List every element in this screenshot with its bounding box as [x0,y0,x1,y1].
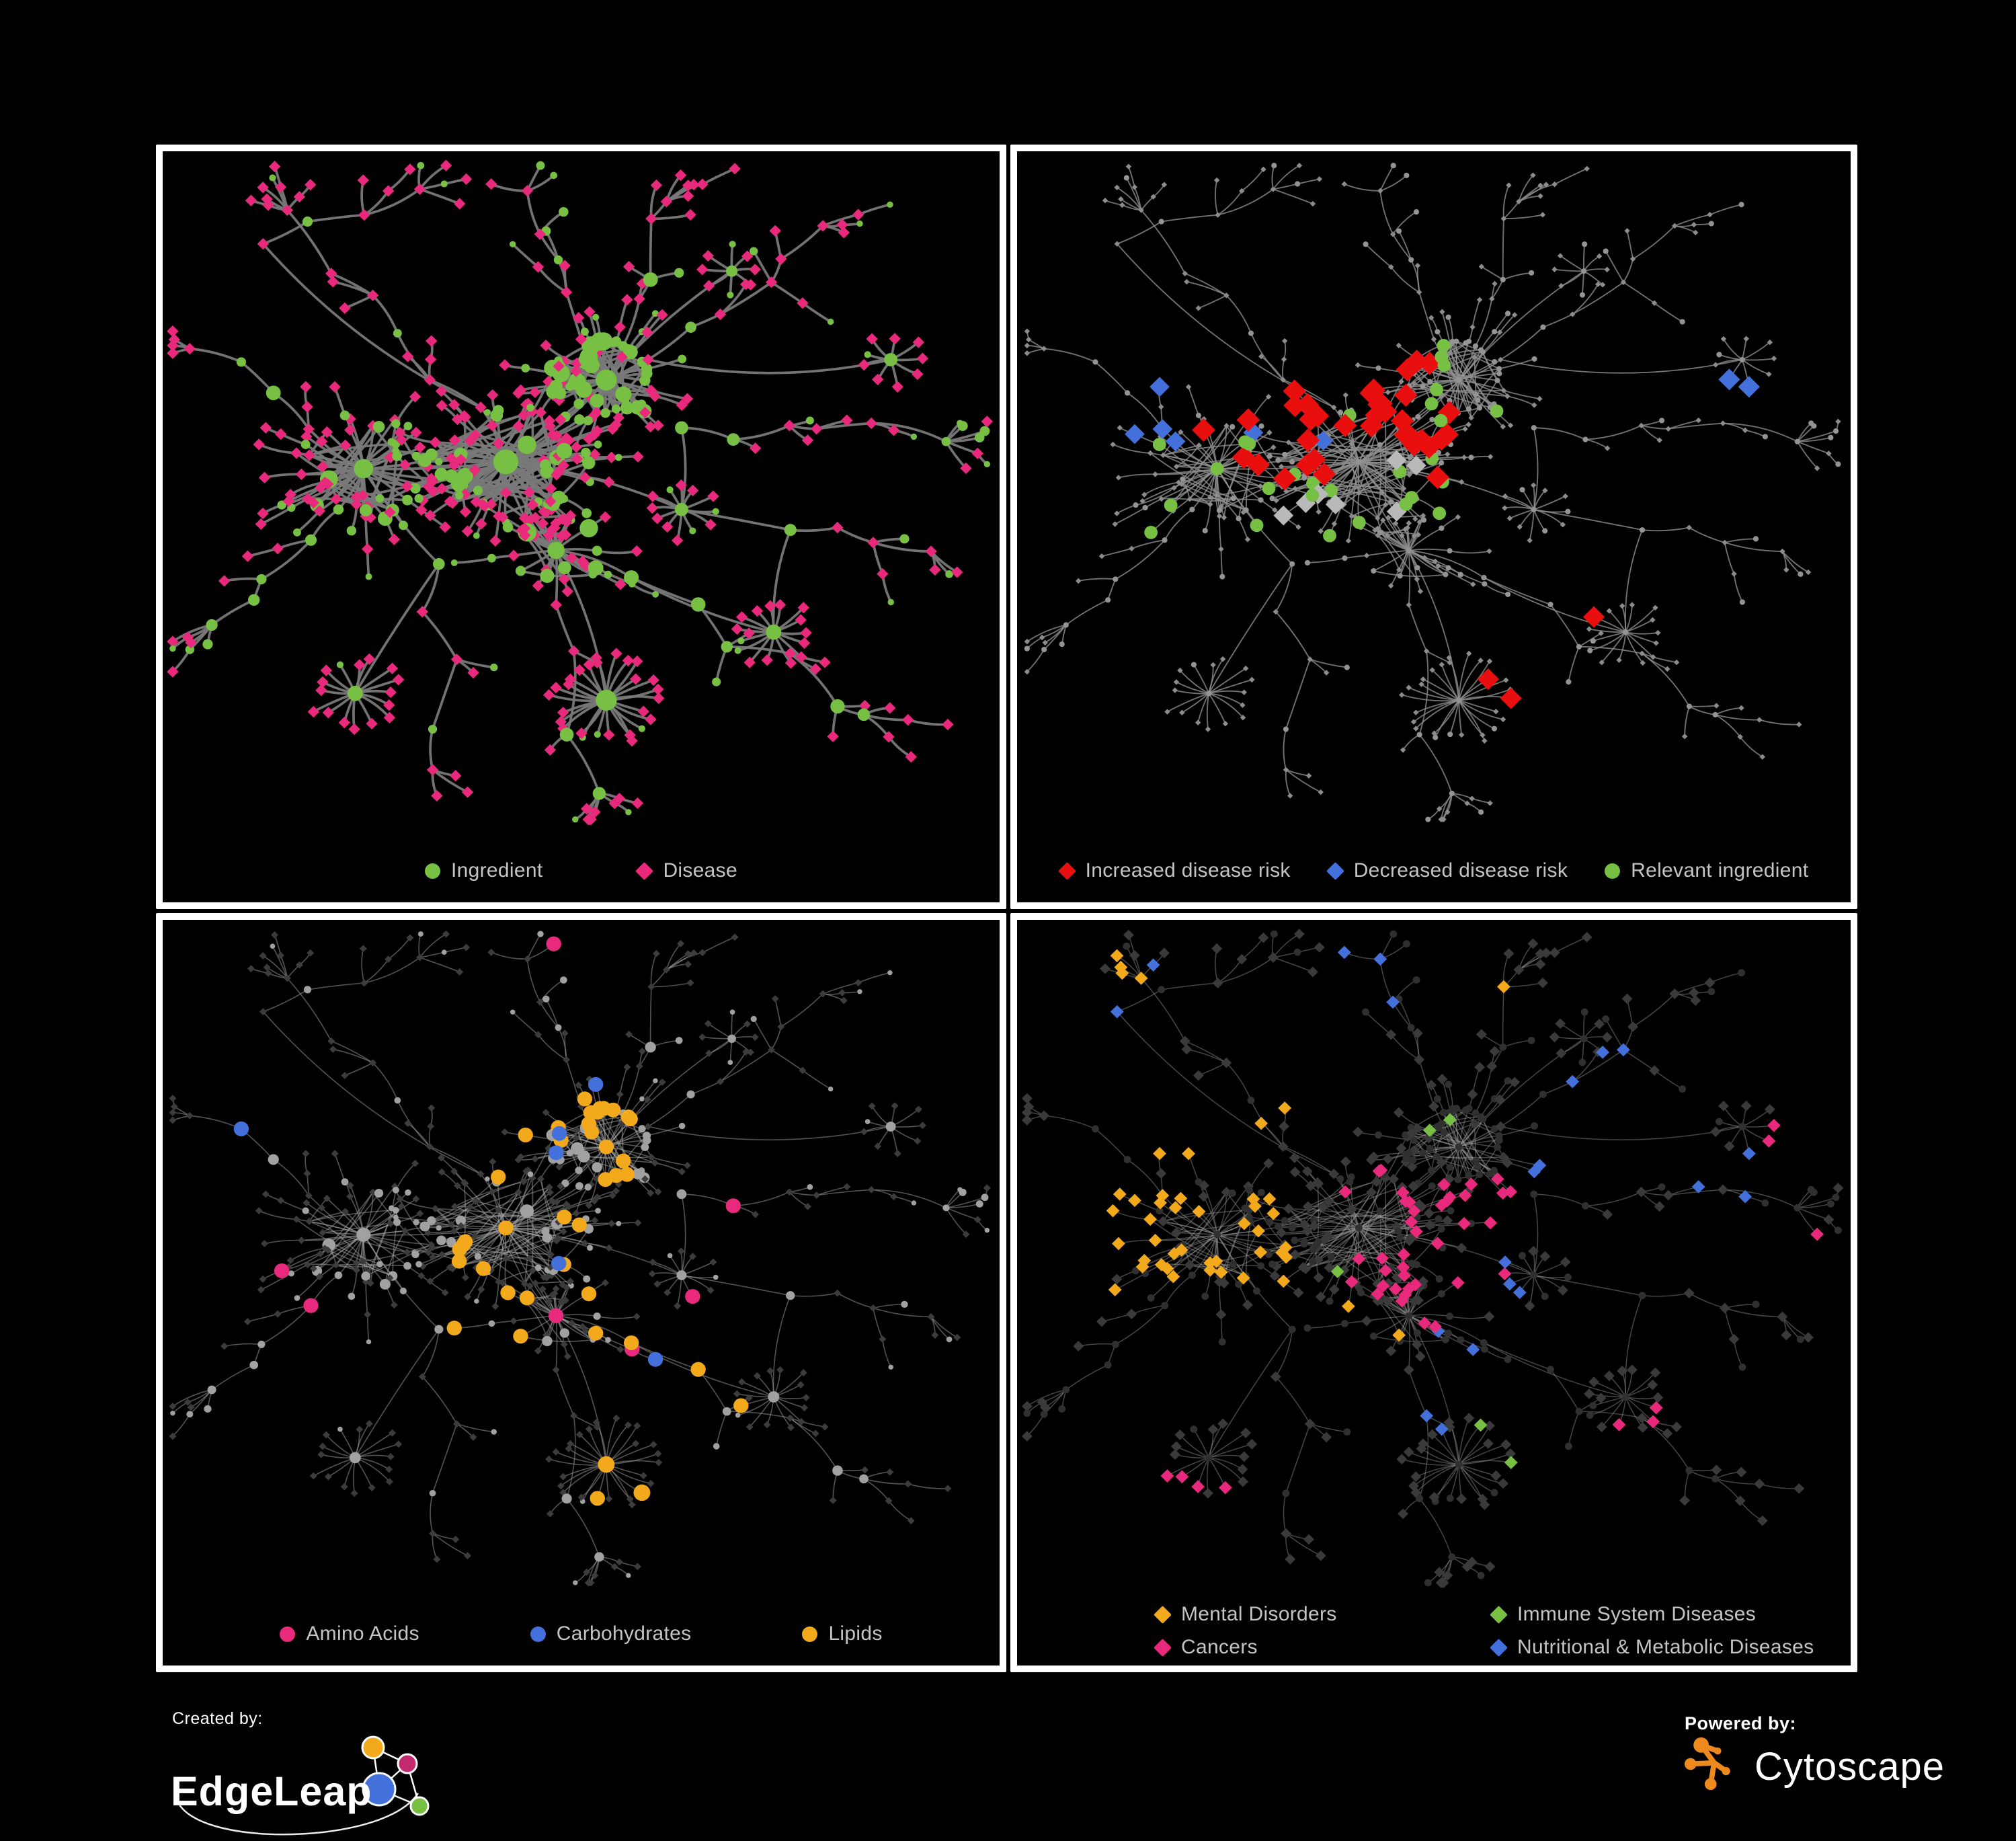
cytoscape-logo: Cytoscape [1685,1737,1945,1796]
panel-nutrient-classes: Amino Acids Carbohydrates Lipids [156,913,1006,1672]
network-canvas-disease-categories [1021,929,1844,1588]
legend-item: Relevant ingredient [1605,859,1808,882]
edgeleap-node-orange [361,1735,385,1760]
panel-grid: Ingredient Disease Increased disease risk… [156,145,1857,1672]
edgeleap-brand-text: EdgeLeap [171,1768,372,1814]
edgeleap-logo-edges [372,1746,421,1807]
cytoscape-icon-nodes [1685,1737,1730,1791]
legend-label: Ingredient [451,859,543,882]
legend-label: Relevant ingredient [1631,859,1809,882]
edgeleap-node-magenta [397,1753,418,1774]
legend-ingredient-disease: Ingredient Disease [163,859,1000,882]
legend-item: Carbohydrates [530,1622,692,1645]
network-canvas-ingredient-disease [167,159,994,826]
nodes-layer [1021,929,1844,1588]
diamond-marker [1326,861,1344,880]
circle-marker [1605,863,1621,879]
edges-layer [172,933,988,1583]
nodes-layer [167,159,994,826]
legend-label: Increased disease risk [1085,859,1291,882]
legend-item: Immune System Diseases [1490,1603,1814,1626]
legend-item: Amino Acids [280,1622,419,1645]
circle-marker [280,1626,296,1642]
legend-item: Mental Disorders [1154,1603,1491,1626]
nodes-layer [1024,162,1841,822]
network-canvas-disease-risk [1024,162,1841,822]
legend-label: Mental Disorders [1181,1603,1337,1625]
legend-disease-categories: Mental Disorders Immune System Diseases Ca… [1154,1603,1814,1659]
diamond-marker [1154,1605,1172,1624]
powered-by-label: Powered by: [1685,1713,1797,1733]
edgeleap-logo: EdgeLeap [171,1735,430,1836]
diamond-marker [1154,1638,1172,1657]
legend-label: Immune System Diseases [1517,1603,1757,1625]
diamond-marker [1057,861,1076,880]
legend-item: Lipids [802,1622,882,1645]
created-by-block: Created by: EdgeLeap [169,1709,479,1841]
created-by-label: Created by: [172,1709,263,1728]
edges-layer [171,164,989,821]
legend-label: Amino Acids [306,1622,419,1645]
edgeleap-node-blue [362,1772,397,1807]
legend-label: Carbohydrates [556,1622,692,1645]
legend-label: Nutritional & Metabolic Diseases [1517,1636,1814,1658]
legend-nutrient-classes: Amino Acids Carbohydrates Lipids [163,1622,1000,1645]
legend-disease-risk: Increased disease risk Decreased disease … [1017,859,1851,882]
panel-disease-risk: Increased disease risk Decreased disease … [1010,145,1857,909]
legend-item: Ingredient [425,859,542,882]
edges-layer [1026,165,1839,820]
panel-ingredient-disease: Ingredient Disease [156,145,1006,909]
legend-label: Lipids [828,1622,883,1645]
legend-label: Disease [663,859,737,882]
panel-disease-categories: Mental Disorders Immune System Diseases Ca… [1010,913,1857,1672]
edgeleap-node-green [409,1796,430,1816]
legend-item: Decreased disease risk [1326,859,1568,882]
powered-by-block: Powered by: Cytoscape [1685,1713,1945,1796]
diamond-marker [1490,1638,1508,1657]
circle-marker [802,1626,818,1642]
legend-item: Cancers [1154,1636,1491,1659]
network-canvas-nutrient-classes [169,930,991,1587]
cytoscape-brand-text: Cytoscape [1755,1744,1945,1789]
diamond-marker [635,861,654,880]
cytoscape-icon-edges [1687,1742,1729,1787]
legend-item: Nutritional & Metabolic Diseases [1490,1636,1814,1659]
legend-item: Increased disease risk [1057,859,1291,882]
legend-label: Decreased disease risk [1353,859,1568,882]
legend-item: Disease [635,859,737,882]
circle-marker [530,1626,546,1642]
nodes-layer [169,930,991,1587]
cytoscape-logo-icon [1685,1737,1730,1791]
legend-label: Cancers [1181,1636,1258,1658]
diamond-marker [1490,1605,1508,1624]
circle-marker [425,863,441,879]
